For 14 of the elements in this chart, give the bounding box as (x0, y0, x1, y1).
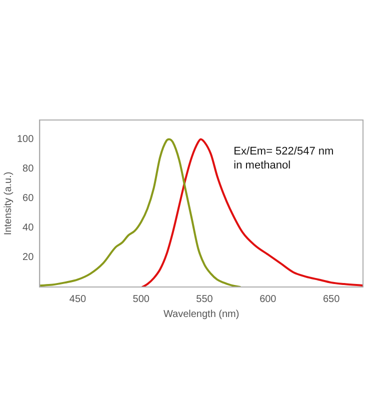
y-tick-label: 20 (22, 252, 34, 264)
x-tick-label: 650 (322, 294, 340, 305)
y-axis-title: Intensity (a.u.) (2, 172, 14, 236)
y-tick-label: 80 (22, 164, 34, 175)
x-tick-label: 550 (196, 294, 214, 305)
y-tick-label: 40 (22, 222, 34, 234)
line-series (141, 138, 363, 287)
x-axis-title: Wavelength (nm) (163, 308, 240, 320)
y-tick-label: 60 (22, 193, 34, 204)
x-tick-label: 600 (260, 294, 277, 305)
y-tick-label: 100 (16, 134, 34, 145)
annotation: Ex/Em= 522/547 nm in methanol (234, 146, 334, 172)
x-tick-label: 450 (69, 294, 86, 305)
x-tick-label: 500 (132, 294, 150, 305)
